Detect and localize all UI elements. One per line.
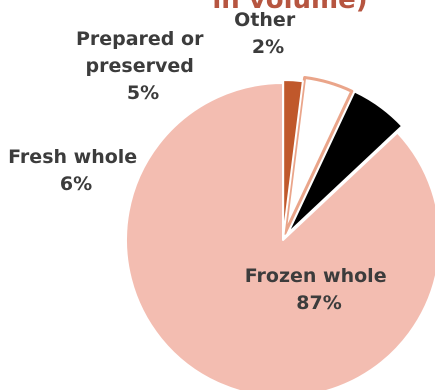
- label-prepared-line2: preserved: [86, 55, 194, 77]
- label-frozen-whole-name: Frozen whole: [245, 265, 387, 287]
- label-prepared-or-preserved: Prepared or preserved 5%: [76, 28, 210, 104]
- label-frozen-whole-value: 87%: [296, 292, 341, 314]
- pie-slices: [126, 78, 435, 390]
- label-prepared-line1: Prepared or: [76, 28, 204, 50]
- label-other-value: 2%: [252, 36, 284, 58]
- label-other-name: Other: [234, 9, 296, 31]
- label-fresh-whole: Fresh whole 6%: [8, 146, 144, 195]
- label-fresh-whole-name: Fresh whole: [8, 146, 137, 168]
- label-other: Other 2%: [234, 9, 302, 58]
- label-prepared-value: 5%: [127, 82, 159, 104]
- label-fresh-whole-value: 6%: [60, 173, 92, 195]
